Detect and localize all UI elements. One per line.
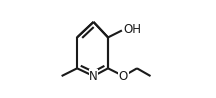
Text: OH: OH [124,23,141,36]
Text: O: O [119,70,128,83]
Text: N: N [89,70,98,83]
